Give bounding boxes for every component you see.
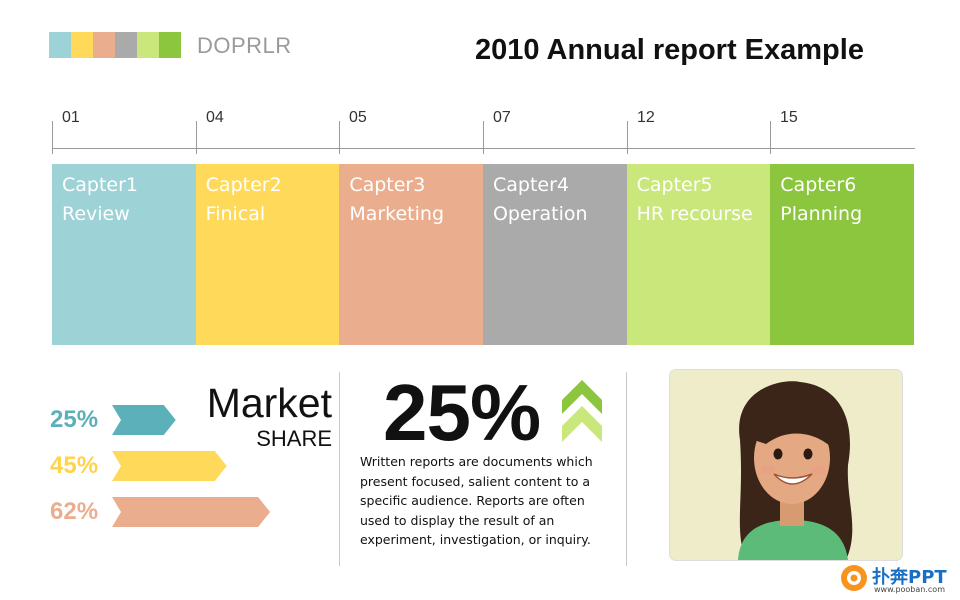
photo-girl — [670, 370, 902, 560]
chapter-block-hr[interactable]: Capter5 HR recourse — [626, 164, 771, 345]
watermark-url: www.pooban.com — [874, 585, 945, 594]
market-share-heading: Market SHARE — [200, 380, 332, 452]
tick-line — [339, 121, 340, 154]
chapter-name: HR recourse — [636, 203, 753, 225]
pooban-logo-icon — [841, 565, 867, 591]
timeline-tick: 15 — [770, 108, 798, 154]
chevron-up-top — [562, 380, 602, 414]
chapter-number: Capter3 — [349, 174, 426, 196]
color-swatch — [71, 32, 93, 58]
chapter-block-review[interactable]: Capter1 Review — [52, 164, 196, 345]
timeline-tick: 12 — [627, 108, 655, 154]
chapter-name: Marketing — [349, 203, 445, 225]
share-arrow-shape — [112, 497, 271, 527]
tick-label: 07 — [493, 109, 511, 126]
tick-line — [770, 121, 771, 154]
share-bar-arrow — [112, 405, 176, 435]
chapter-name: Finical — [205, 203, 266, 225]
share-bar-label: 45% — [50, 452, 99, 479]
tick-label: 05 — [349, 109, 367, 126]
color-strip — [49, 32, 181, 58]
chapter-block-operation[interactable]: Capter4 Operation — [482, 164, 627, 345]
tick-line — [483, 121, 484, 154]
chapter-number: Capter6 — [780, 174, 857, 196]
market-share-bars: 25% 45% 62% — [50, 405, 290, 540]
tick-label: 01 — [62, 109, 80, 126]
share-arrow-shape — [112, 451, 227, 481]
share-bar-arrow — [112, 497, 271, 527]
chapter-name: Review — [62, 203, 130, 225]
tick-line — [196, 121, 197, 154]
share-bar-label: 62% — [50, 498, 99, 525]
column-divider — [626, 372, 627, 566]
double-chevron-up-icon — [562, 380, 602, 442]
share-bar-arrow — [112, 451, 227, 481]
timeline-tick: 01 — [52, 108, 80, 154]
watermark: 扑奔PPT www.pooban.com — [839, 563, 959, 597]
timeline-tick: 04 — [196, 108, 224, 154]
market-title: Market — [206, 380, 332, 426]
column-divider — [339, 372, 340, 566]
timeline-tick: 07 — [483, 108, 511, 154]
market-subtitle: SHARE — [256, 426, 332, 451]
tick-label: 04 — [206, 109, 224, 126]
color-swatch — [137, 32, 159, 58]
chapter-block-planning[interactable]: Capter6 Planning — [770, 164, 914, 345]
tick-line — [52, 121, 53, 154]
timeline-tick: 05 — [339, 108, 367, 154]
color-swatch — [93, 32, 115, 58]
highlight-percent: 25% — [383, 368, 541, 457]
color-swatch — [49, 32, 71, 58]
girl-illustration — [670, 370, 902, 560]
watermark-text: 扑奔PPT — [872, 567, 947, 588]
share-bar-label: 25% — [50, 406, 99, 433]
color-swatch — [159, 32, 181, 58]
share-arrow-shape — [112, 405, 176, 435]
color-swatch — [115, 32, 137, 58]
tick-label: 12 — [637, 109, 655, 126]
chapter-number: Capter2 — [205, 174, 282, 196]
page-title: 2010 Annual report Example — [475, 34, 864, 66]
chapter-name: Planning — [780, 203, 863, 225]
chapter-block-marketing[interactable]: Capter3 Marketing — [339, 164, 483, 345]
chapter-blocks: Capter1 Review Capter2 Finical Capter3 M… — [52, 164, 914, 345]
tick-label: 15 — [780, 109, 798, 126]
chapter-number: Capter5 — [636, 174, 713, 196]
chapter-block-finical[interactable]: Capter2 Finical — [195, 164, 340, 345]
chapter-number: Capter4 — [492, 174, 569, 196]
chapter-number: Capter1 — [62, 174, 139, 196]
chevron-up-bottom — [562, 406, 602, 442]
brand-label: DOPRLR — [197, 33, 292, 58]
tick-line — [627, 121, 628, 154]
chapter-name: Operation — [492, 203, 588, 225]
timeline: 01 04 05 07 12 15 — [52, 108, 915, 154]
highlight-description: Written reports are documents which pres… — [360, 454, 593, 547]
